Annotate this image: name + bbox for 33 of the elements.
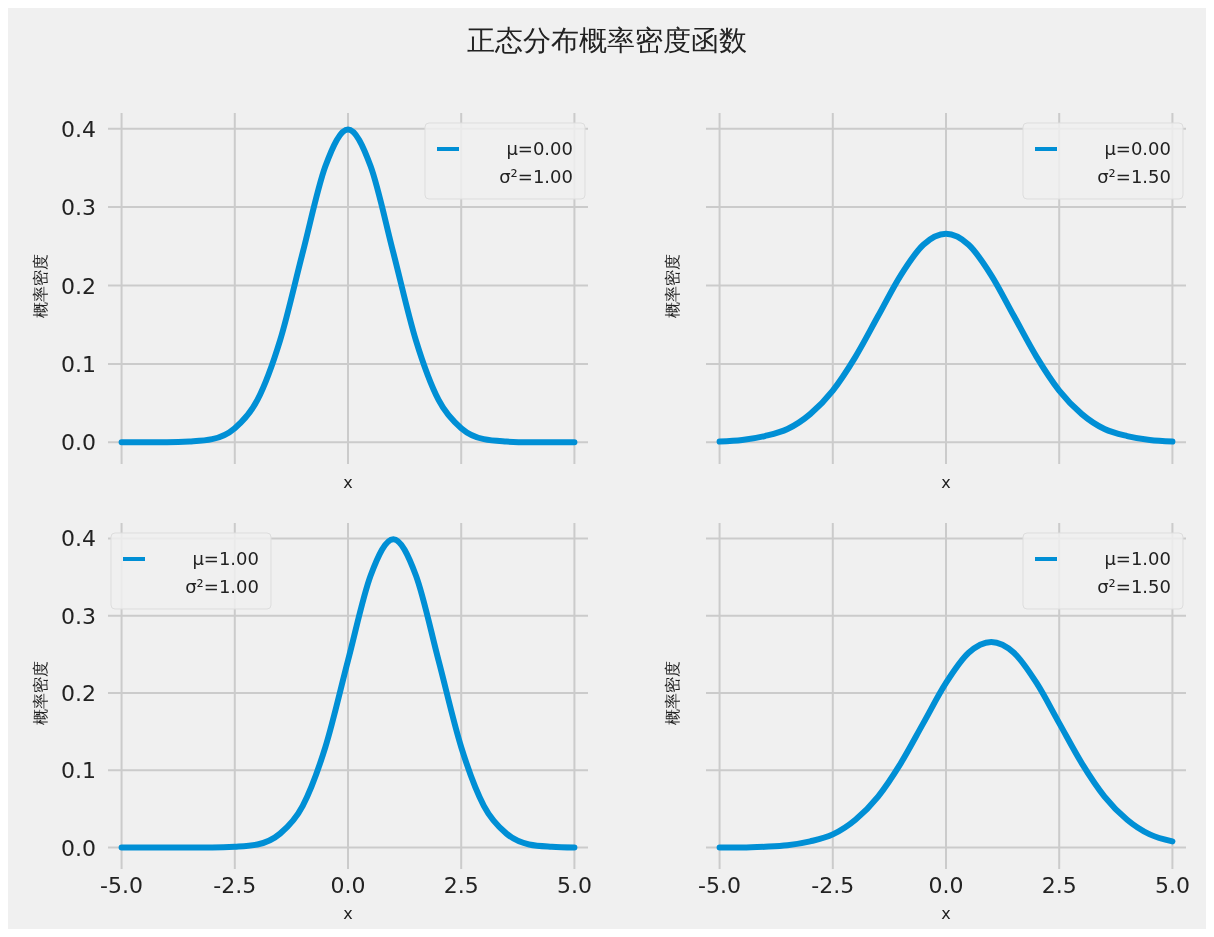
legend-label: μ=0.00 σ²=1.00 (499, 138, 573, 187)
x-tick-label: 5.0 (556, 873, 592, 898)
y-axis-title: 概率密度 (663, 253, 682, 318)
x-tick-label: -2.5 (811, 873, 855, 898)
y-tick-label: 0.0 (61, 835, 96, 861)
y-tick-label: 0.0 (61, 430, 96, 456)
x-tick-label: 5.0 (1154, 873, 1190, 898)
x-axis-title: x (343, 473, 353, 492)
chart-title: 正态分布概率密度函数 (467, 24, 747, 57)
y-tick-label: 0.2 (61, 681, 96, 706)
x-axis-title: x (941, 473, 951, 492)
y-axis-title: 概率密度 (31, 661, 50, 725)
x-tick-label: 0.0 (330, 873, 366, 898)
x-tick-label: 2.5 (1041, 873, 1077, 898)
y-tick-label: 0.4 (61, 116, 96, 142)
x-tick-label: -5.0 (100, 873, 144, 898)
legend-label: μ=1.00 σ²=1.50 (1097, 548, 1171, 597)
y-tick-label: 0.1 (61, 351, 96, 377)
y-tick-label: 0.2 (61, 273, 96, 299)
x-tick-label: 2.5 (443, 873, 479, 898)
x-axis-title: x (343, 904, 353, 923)
x-tick-label: 0.0 (928, 873, 964, 898)
legend-label: μ=1.00 σ²=1.00 (185, 548, 259, 597)
y-tick-label: 0.3 (61, 195, 96, 221)
x-tick-label: -2.5 (213, 873, 257, 898)
y-axis-title: 概率密度 (663, 661, 682, 725)
y-axis-title: 概率密度 (31, 253, 50, 318)
legend-label: μ=0.00 σ²=1.50 (1097, 138, 1171, 187)
y-tick-label: 0.4 (61, 526, 96, 552)
y-tick-label: 0.3 (61, 603, 96, 629)
y-tick-label: 0.1 (61, 758, 96, 784)
x-tick-label: -5.0 (698, 873, 742, 898)
x-axis-title: x (941, 904, 951, 923)
